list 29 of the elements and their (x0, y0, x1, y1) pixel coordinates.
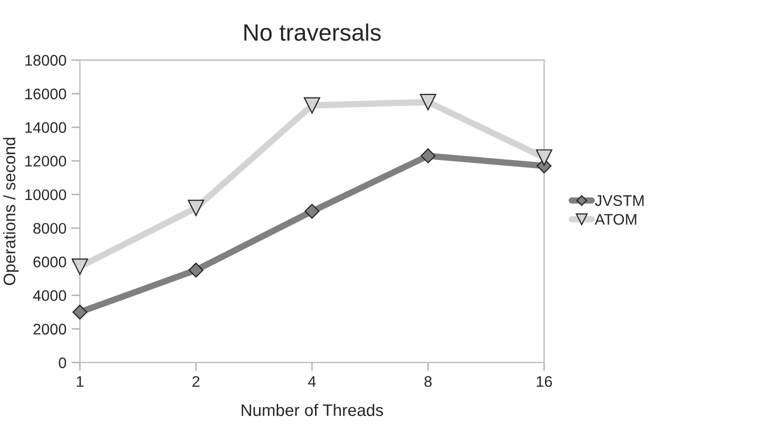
legend-label: ATOM (594, 214, 636, 225)
chart-title: No traversals (244, 24, 381, 41)
y-tick-label: 14000 (25, 122, 66, 133)
point (536, 149, 552, 166)
y-tick-label: 16000 (25, 88, 66, 100)
x-axis-title: Number of Threads (242, 404, 384, 416)
y-tick-label: 0 (58, 357, 66, 368)
x-tick-label: 4 (308, 376, 316, 387)
x-tick-label: 1 (76, 376, 84, 387)
legend-label: JVSTM (594, 195, 644, 206)
y-axis-title: Operations / second (3, 138, 19, 286)
point (188, 262, 204, 278)
y-tick-label: 4000 (33, 290, 66, 301)
y-tick-label: 18000 (25, 54, 66, 66)
point (188, 200, 204, 216)
point (304, 97, 320, 114)
point (304, 204, 320, 219)
point (420, 94, 436, 110)
point (72, 258, 88, 275)
point (420, 148, 436, 164)
point (72, 304, 88, 320)
x-tick-label: 2 (192, 376, 200, 387)
x-tick-label: 16 (536, 376, 552, 387)
y-tick-label: 2000 (33, 324, 66, 335)
y-tick-label: 10000 (25, 189, 66, 200)
y-tick-label: 8000 (33, 222, 66, 234)
x-tick-label: 8 (424, 376, 432, 387)
y-tick-label: 6000 (34, 256, 66, 268)
y-tick-label: 12000 (25, 156, 66, 167)
